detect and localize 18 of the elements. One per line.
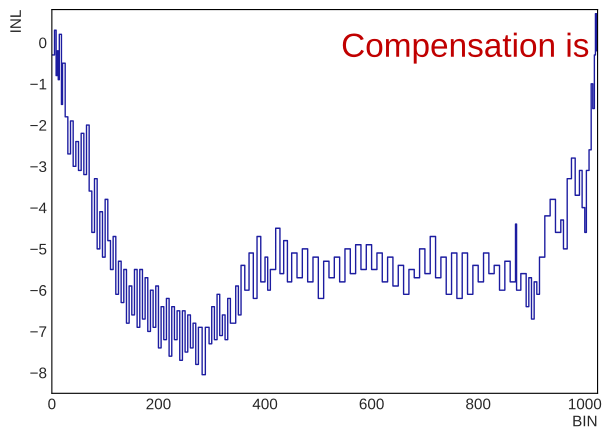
y-tick-label: 0 xyxy=(39,37,46,48)
x-axis-title: BIN xyxy=(573,416,596,426)
y-tick-label: −1 xyxy=(30,78,46,90)
x-tick-label: 1000 xyxy=(568,398,602,410)
annotation: Compensation is xyxy=(342,32,588,64)
x-tick-label: 200 xyxy=(146,398,171,410)
y-tick-label: −3 xyxy=(30,161,46,172)
x-tick-label: 800 xyxy=(466,398,490,410)
y-tick-label: −7 xyxy=(30,326,46,337)
y-tick-label: −6 xyxy=(30,285,46,296)
y-axis-title: INL xyxy=(10,10,21,32)
x-tick-label: 0 xyxy=(48,398,56,410)
y-tick-label: −4 xyxy=(30,202,47,214)
x-tick-label: 600 xyxy=(360,398,384,410)
y-tick-label: −8 xyxy=(30,368,46,378)
y-tick-label: −5 xyxy=(30,244,46,255)
y-tick-label: −2 xyxy=(30,120,46,131)
x-tick-label: 400 xyxy=(252,398,278,410)
